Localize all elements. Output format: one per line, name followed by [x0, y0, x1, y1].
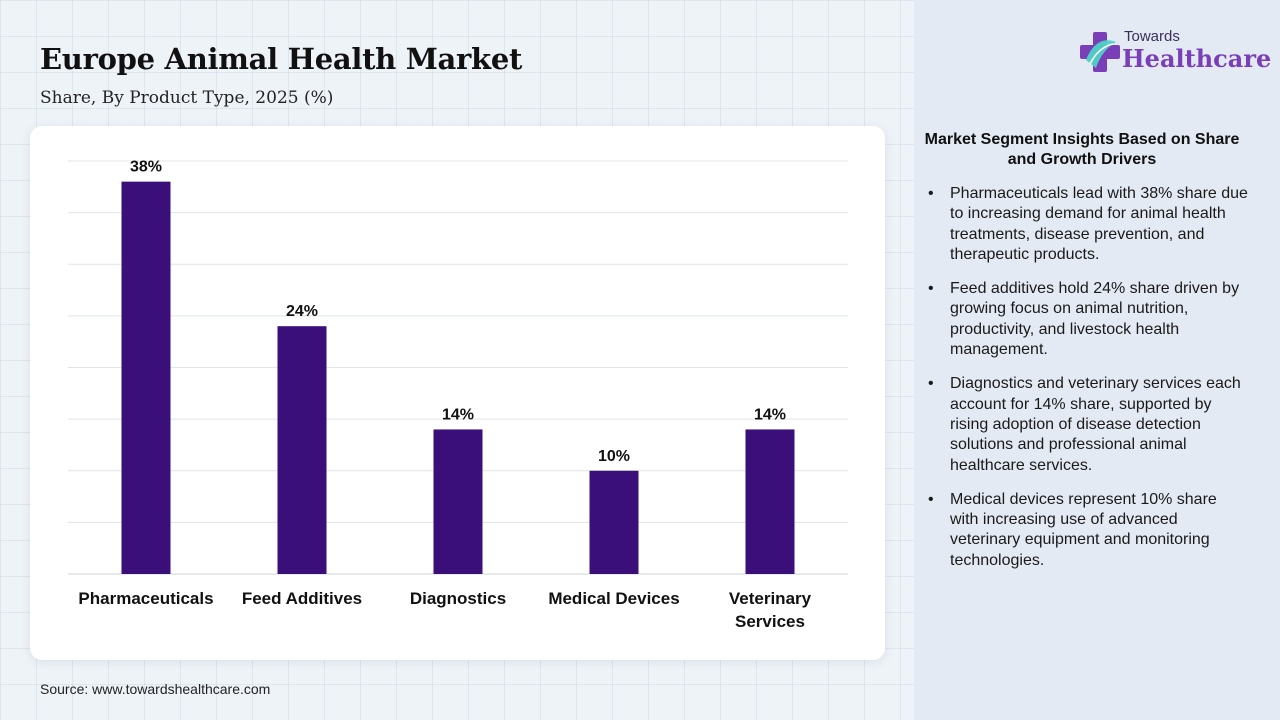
tick-label: Veterinary Services: [729, 589, 812, 631]
insight-item: Feed additives hold 24% share driven by …: [928, 279, 1248, 360]
cross-logo-icon: [1080, 32, 1120, 72]
bar-chart: 38% Pharmaceuticals 24% Feed Additives 14% Di…: [68, 159, 848, 631]
insights-panel: Towards Healthcare Market Segment Insigh…: [914, 0, 1280, 720]
left-area: Europe Animal Health Market Share, By Pr…: [30, 42, 885, 697]
insight-item: Pharmaceuticals lead with 38% share due …: [928, 184, 1248, 265]
data-label: 38%: [130, 159, 162, 176]
data-label: 10%: [598, 448, 630, 465]
logo-text-top: Towards: [1124, 28, 1180, 45]
insight-item: Medical devices represent 10% share with…: [928, 490, 1248, 571]
tick-label: Medical Devices: [548, 589, 679, 608]
bar-pharmaceuticals: [121, 181, 171, 574]
data-label: 14%: [442, 406, 474, 423]
logo-text-bottom: Healthcare: [1122, 44, 1272, 73]
chart-card: 38% Pharmaceuticals 24% Feed Additives 14% Di…: [30, 126, 885, 660]
tick-label: Feed Additives: [242, 589, 362, 608]
page-title: Europe Animal Health Market: [40, 42, 523, 76]
source-note: Source: www.towardshealthcare.com: [40, 681, 271, 697]
bar-diagnostics: [433, 429, 483, 574]
insight-item: Diagnostics and veterinary services each…: [928, 374, 1248, 475]
data-label: 24%: [286, 303, 318, 320]
bar-veterinary-services: [745, 429, 795, 574]
data-label: 14%: [754, 406, 786, 423]
insights-title: Market Segment Insights Based on Share a…: [924, 131, 1240, 168]
tick-label: Diagnostics: [410, 589, 506, 608]
insights-list: Pharmaceuticals lead with 38% share due …: [928, 184, 1248, 585]
bar-feed-additives: [277, 326, 327, 574]
tick-label: Pharmaceuticals: [78, 589, 213, 608]
brand-logo: Towards Healthcare: [1080, 26, 1271, 82]
page-subtitle: Share, By Product Type, 2025 (%): [40, 88, 334, 108]
bar-medical-devices: [589, 470, 639, 574]
